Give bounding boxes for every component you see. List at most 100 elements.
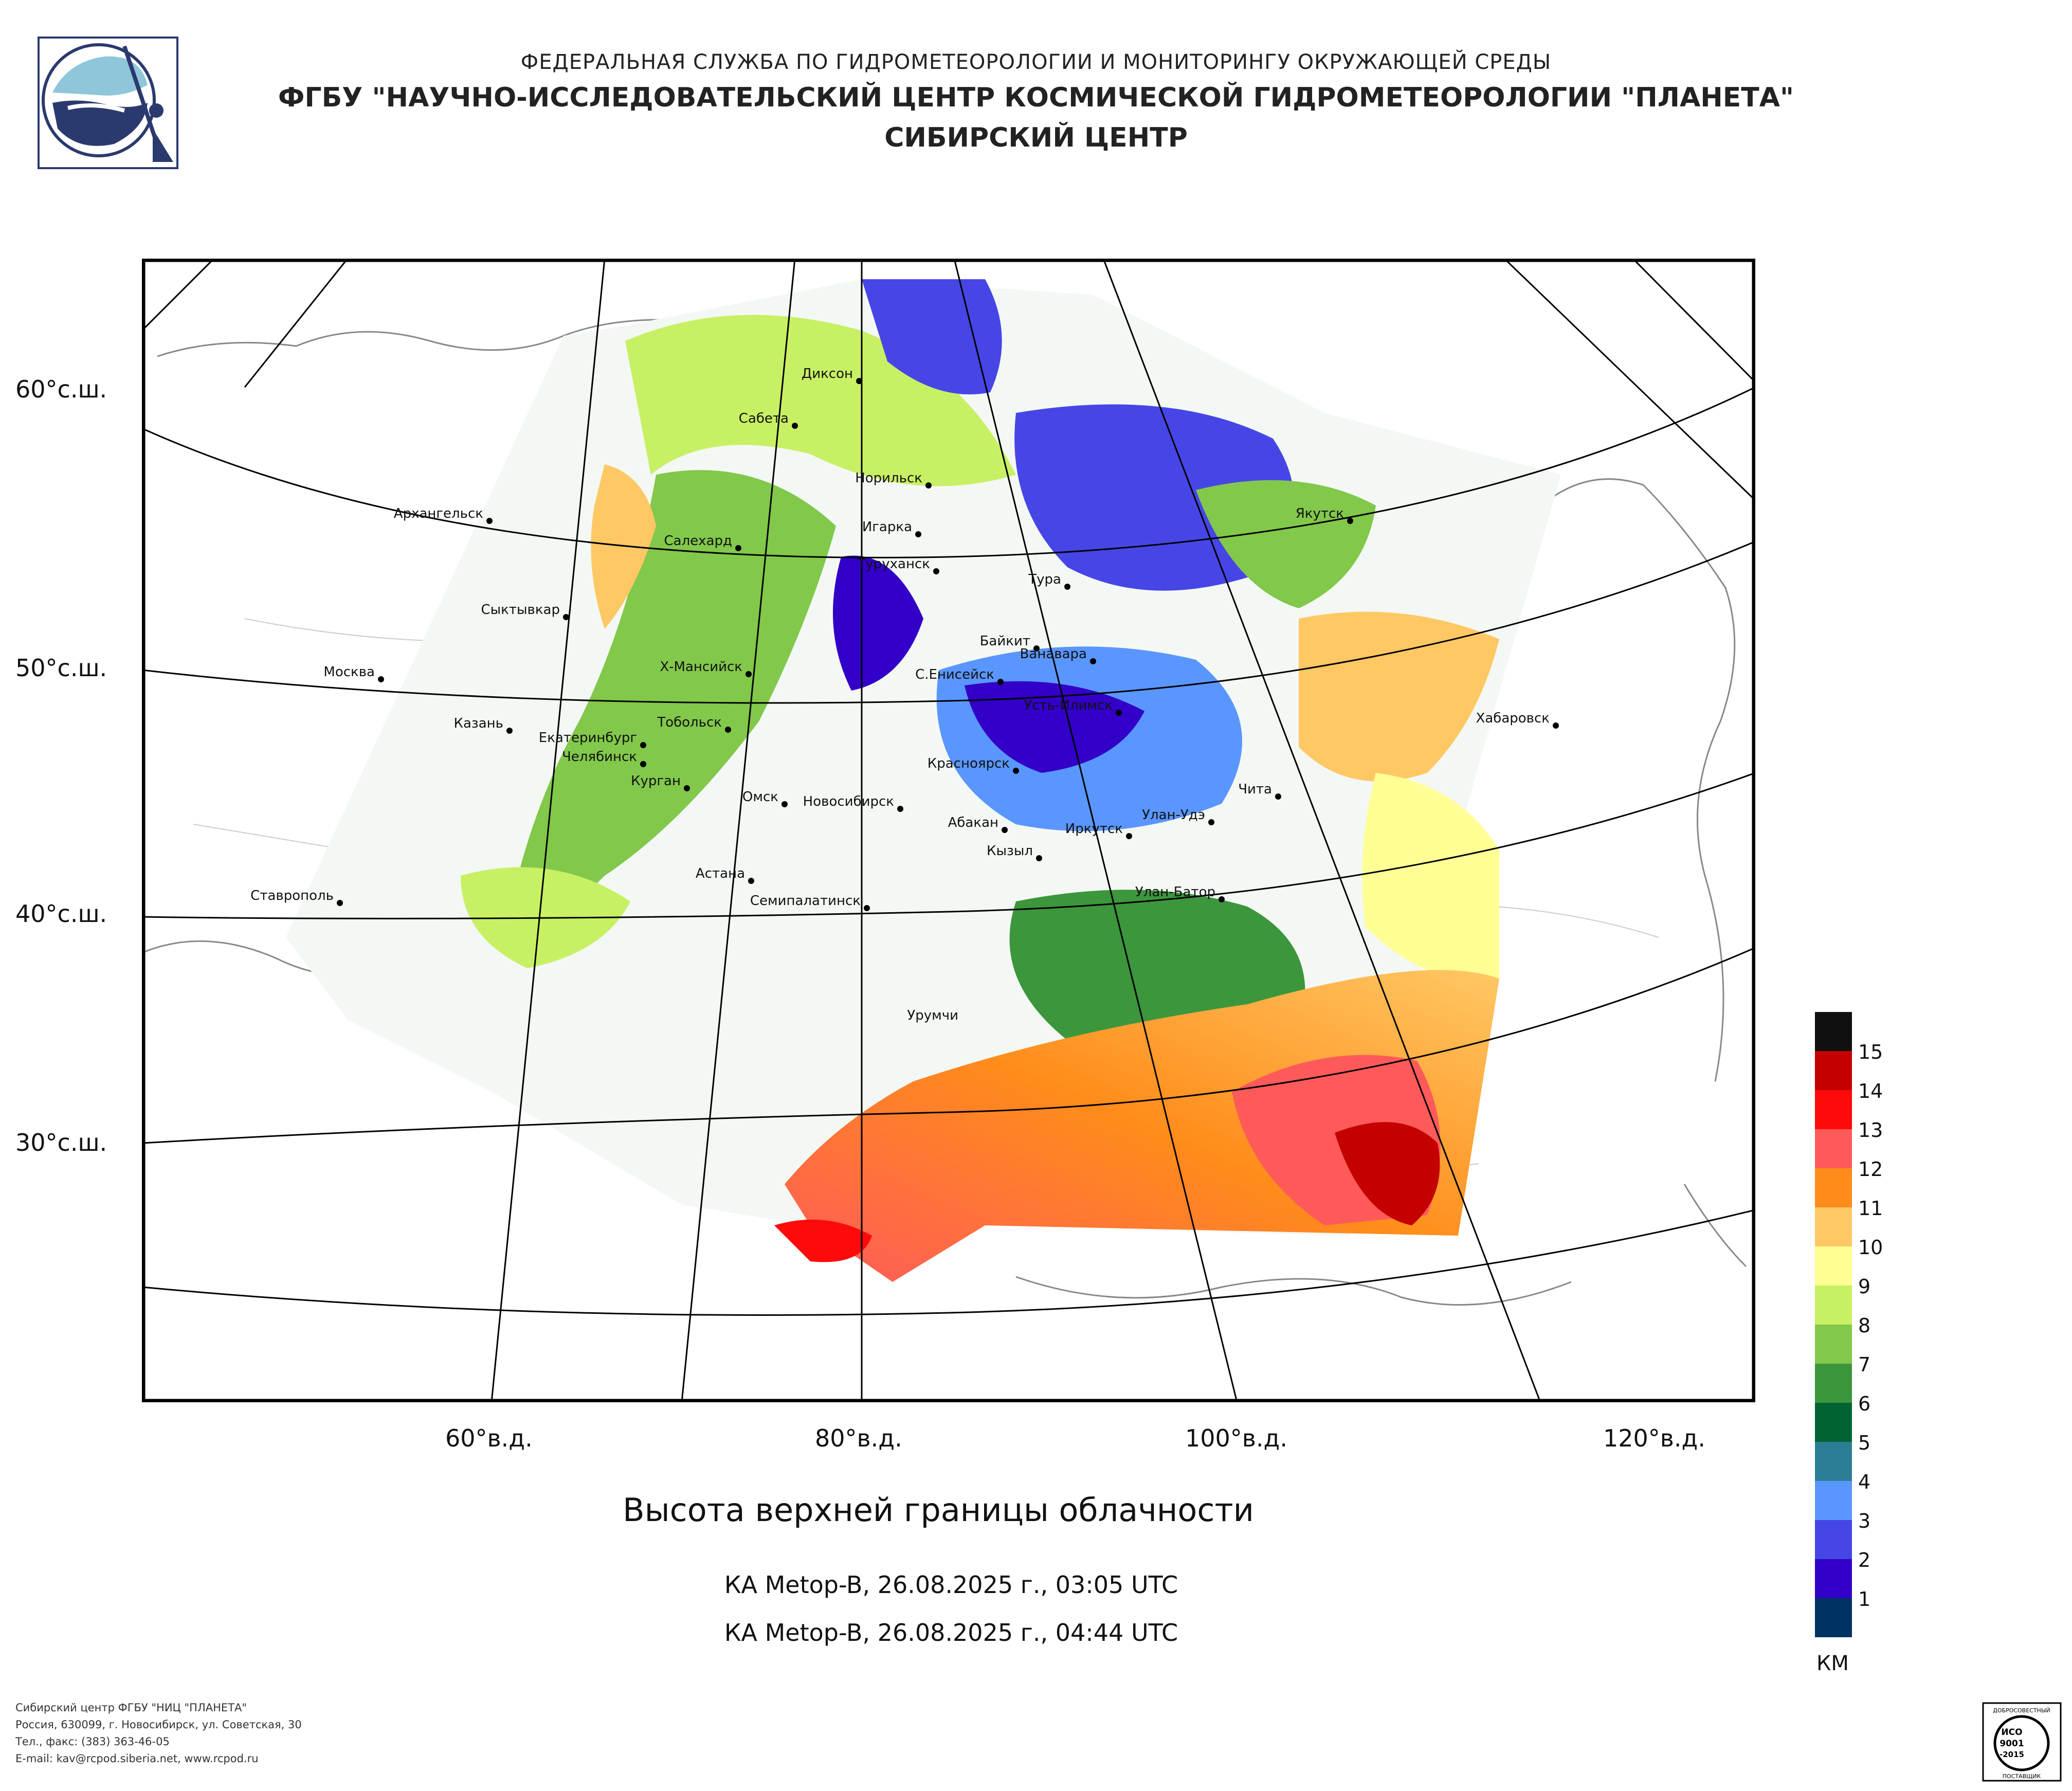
city-marker	[735, 545, 741, 551]
city-label: Казань	[454, 716, 503, 731]
city-label: Сабета	[739, 411, 789, 426]
city-marker	[1553, 722, 1559, 729]
legend-swatch	[1815, 1246, 1852, 1286]
city-label: Иркутск	[1065, 821, 1123, 837]
contact-footer: Сибирский центр ФГБУ "НИЦ "ПЛАНЕТА" Росс…	[15, 1699, 302, 1767]
city-label: Чита	[1238, 782, 1272, 797]
city-label: Семипалатинск	[750, 893, 861, 909]
city-label: Туруханск	[857, 556, 930, 572]
satellite-swath	[286, 279, 1561, 1282]
legend-value: 14	[1858, 1080, 1883, 1102]
graticule	[142, 259, 1755, 1402]
city-marker	[781, 801, 788, 807]
legend-swatch	[1815, 1286, 1852, 1325]
city-marker	[864, 905, 870, 911]
legend-value: 5	[1858, 1432, 1871, 1454]
legend-value: 13	[1858, 1119, 1883, 1142]
city-marker	[792, 423, 798, 429]
city-label: Улан-Батор	[1135, 884, 1215, 900]
city-label: Кызыл	[987, 843, 1033, 859]
city-layer: Диксон Сабета Норильск Архангельск Салехард И…	[250, 366, 1559, 1023]
city-marker	[1064, 584, 1070, 590]
city-marker	[1275, 793, 1281, 800]
city-marker	[1208, 819, 1214, 825]
lon-label-80: 80°в.д.	[815, 1424, 902, 1452]
city-label: Хабаровск	[1476, 711, 1550, 726]
legend-value: 4	[1858, 1471, 1871, 1493]
city-marker	[1002, 827, 1008, 833]
city-marker	[746, 671, 752, 677]
legend-value: 3	[1858, 1510, 1871, 1532]
city-label: Ванавара	[1020, 646, 1087, 662]
city-marker	[856, 378, 862, 384]
legend-colorbar	[1815, 1012, 1861, 1637]
city-label: Астана	[696, 866, 745, 881]
badge-bottom-text: ПОСТАВЩИК	[2003, 1773, 2041, 1780]
city-marker	[1036, 855, 1042, 861]
city-label: Норильск	[855, 471, 922, 486]
city-marker	[933, 568, 939, 574]
legend-swatch	[1815, 1481, 1852, 1520]
city-label: Красноярск	[928, 756, 1010, 771]
legend-value: 1	[1858, 1588, 1871, 1611]
cloud-top-height-map: Диксон Сабета Норильск Архангельск Салехард И…	[141, 258, 1756, 1403]
city-label: С.Енисейск	[915, 667, 994, 682]
city-marker	[1126, 833, 1132, 839]
legend-swatch	[1815, 1598, 1852, 1637]
city-label: Екатеринбург	[539, 730, 637, 746]
legend-swatch	[1815, 1012, 1852, 1051]
city-label: Урумчи	[907, 1008, 958, 1023]
city-label: Челябинск	[562, 749, 637, 765]
legend-value: 7	[1858, 1353, 1871, 1376]
lat-label-40: 40°с.ш.	[15, 900, 107, 928]
city-marker	[1033, 645, 1040, 652]
legend-swatch	[1815, 1168, 1852, 1207]
city-label: Ставрополь	[250, 888, 334, 903]
city-label: Омск	[742, 789, 778, 805]
city-marker	[684, 785, 690, 791]
legend-swatch	[1815, 1207, 1852, 1246]
legend-unit: КМ	[1816, 1652, 1849, 1675]
city-label: Тобольск	[657, 715, 722, 730]
city-marker	[725, 727, 731, 733]
city-label: Москва	[323, 664, 375, 680]
legend-value: 8	[1858, 1314, 1871, 1337]
city-label: Диксон	[802, 366, 853, 382]
city-marker	[748, 878, 754, 884]
lat-label-60: 60°с.ш.	[15, 375, 107, 403]
header-center: СИБИРСКИЙ ЦЕНТР	[884, 122, 1188, 153]
city-label: Архангельск	[394, 506, 483, 521]
lon-label-60: 60°в.д.	[445, 1424, 533, 1452]
badge-line1: ИСО	[2001, 1727, 2022, 1738]
iso-badge: ДОБРОСОВЕСТНЫЙ ИСО 9001 -2015 ПОСТАВЩИК	[1982, 1702, 2062, 1782]
city-marker	[1219, 896, 1225, 902]
badge-top-text: ДОБРОСОВЕСТНЫЙ	[1993, 1707, 2050, 1714]
city-marker	[640, 761, 646, 767]
city-marker	[563, 614, 569, 620]
legend-value: 12	[1858, 1158, 1883, 1181]
legend-value: 15	[1858, 1041, 1883, 1063]
planeta-logo	[37, 36, 179, 170]
city-marker	[897, 806, 903, 812]
header-institute: ФГБУ "НАУЧНО-ИССЛЕДОВАТЕЛЬСКИЙ ЦЕНТР КОС…	[278, 82, 1794, 113]
city-label: Игарка	[862, 519, 912, 535]
legend-value: 9	[1858, 1275, 1871, 1298]
city-label: Усть-Илимск	[1024, 698, 1113, 713]
legend-value: 6	[1858, 1392, 1871, 1415]
badge-line2: 9001	[2000, 1739, 2024, 1749]
legend-swatch	[1815, 1051, 1852, 1090]
legend-swatch	[1815, 1559, 1852, 1598]
footer-address: Россия, 630099, г. Новосибирск, ул. Сове…	[15, 1718, 302, 1731]
map-title: Высота верхней границы облачности	[623, 1491, 1254, 1529]
legend-swatch	[1815, 1325, 1852, 1364]
city-label: Байкит	[980, 634, 1030, 649]
legend-value: 11	[1858, 1197, 1883, 1220]
footer-phone: Тел., факс: (383) 363-46-05	[15, 1735, 170, 1748]
city-label: Сыктывкар	[481, 602, 560, 618]
legend-swatch	[1815, 1520, 1852, 1559]
legend-swatch	[1815, 1364, 1852, 1403]
city-marker	[640, 742, 646, 748]
map-panel: Диксон Сабета Норильск Архангельск Салехард И…	[141, 258, 1756, 1403]
legend-value: 2	[1858, 1549, 1871, 1571]
legend-value: 10	[1858, 1236, 1883, 1259]
